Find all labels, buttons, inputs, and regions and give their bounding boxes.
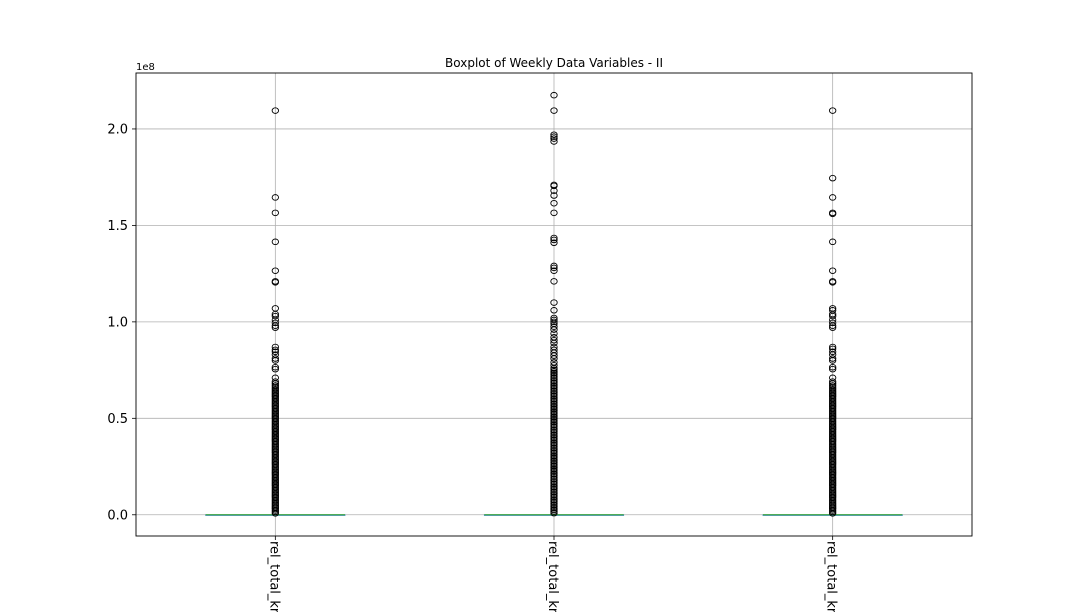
plot-frame	[135, 72, 973, 537]
outlier-point	[550, 316, 558, 324]
outlier-point	[271, 382, 279, 389]
outlier-point	[271, 380, 279, 387]
outlier-point	[550, 336, 558, 344]
outlier-point	[271, 355, 279, 362]
outlier-point	[271, 348, 279, 356]
outlier-point	[550, 326, 558, 333]
outlier-point	[271, 365, 279, 373]
y-axis-offset-label: 1e8	[136, 62, 155, 73]
outlier-point	[829, 174, 837, 182]
outlier-point	[829, 238, 837, 246]
outlier-point	[829, 322, 837, 329]
y-tick-label: 0.5	[107, 412, 128, 427]
box-1	[205, 107, 346, 517]
chart-title: Boxplot of Weekly Data Variables - II	[445, 56, 663, 70]
outlier-point	[550, 209, 558, 217]
outlier-point	[550, 182, 558, 190]
outlier-point	[271, 343, 279, 351]
outlier-point	[550, 352, 558, 359]
outlier-point	[550, 133, 558, 140]
outlier-point	[550, 318, 558, 326]
outlier-point	[271, 324, 279, 331]
box-3	[762, 107, 903, 517]
outlier-point	[271, 357, 279, 364]
outlier-point	[829, 210, 837, 218]
outlier-point	[550, 192, 558, 199]
outlier-point	[550, 236, 558, 244]
outlier-point	[829, 348, 837, 356]
outlier-point	[550, 264, 558, 272]
outlier-point	[829, 319, 837, 327]
outlier-point	[271, 194, 279, 201]
outlier-point	[271, 238, 279, 246]
y-tick-label: 1.5	[107, 219, 128, 234]
outlier-point	[271, 346, 279, 354]
outlier-point	[829, 357, 837, 364]
outlier-point	[550, 234, 558, 242]
outlier-point	[550, 330, 558, 337]
outlier-point	[550, 262, 558, 270]
outlier-point	[829, 365, 837, 373]
x-tick-label: rel_total_kr	[266, 541, 281, 612]
outlier-point	[829, 378, 837, 385]
outlier-point	[550, 323, 558, 330]
outlier-point	[550, 278, 558, 285]
outlier-point	[550, 359, 558, 366]
box-layer	[205, 91, 903, 517]
outlier-point	[550, 138, 558, 145]
outlier-point	[271, 209, 279, 217]
outlier-point	[829, 343, 837, 351]
outlier-point	[550, 91, 558, 99]
outlier-point	[550, 299, 558, 306]
box-2	[483, 91, 625, 517]
outlier-point	[271, 107, 279, 114]
outlier-point	[829, 363, 837, 371]
outlier-point	[829, 194, 837, 201]
outlier-point	[550, 362, 558, 369]
y-tick-label: 0.0	[107, 508, 128, 523]
outlier-point	[550, 267, 558, 274]
x-tick-label: rel_total_kr	[545, 541, 560, 612]
outlier-point	[271, 312, 279, 320]
outlier-point	[829, 312, 837, 320]
outlier-point	[829, 107, 837, 114]
outlier-point	[829, 382, 837, 389]
x-tick-label: rel_total_kr	[824, 541, 839, 612]
outlier-point	[271, 322, 279, 329]
outlier-point	[550, 307, 558, 314]
y-tick-label: 2.0	[107, 122, 128, 137]
outlier-point	[550, 355, 558, 362]
outlier-point	[550, 135, 558, 142]
outlier-point	[829, 279, 837, 286]
outlier-point	[550, 107, 558, 114]
outlier-point	[829, 267, 837, 274]
outlier-point	[550, 239, 558, 247]
outlier-point	[550, 199, 558, 207]
outlier-point	[271, 319, 279, 327]
outlier-point	[550, 339, 558, 347]
outlier-point	[550, 187, 558, 194]
outlier-point	[271, 363, 279, 371]
y-tick-label: 1.0	[107, 315, 128, 330]
outlier-point	[829, 355, 837, 362]
outlier-point	[271, 267, 279, 274]
outlier-point	[271, 378, 279, 385]
outlier-point	[271, 279, 279, 286]
outlier-point	[829, 380, 837, 387]
axis-layer: 0.0 0.5 1.0 1.5 2.0 rel_total_kr rel_total_kr r…	[107, 72, 973, 612]
outlier-point	[550, 131, 558, 138]
outlier-point	[829, 324, 837, 331]
